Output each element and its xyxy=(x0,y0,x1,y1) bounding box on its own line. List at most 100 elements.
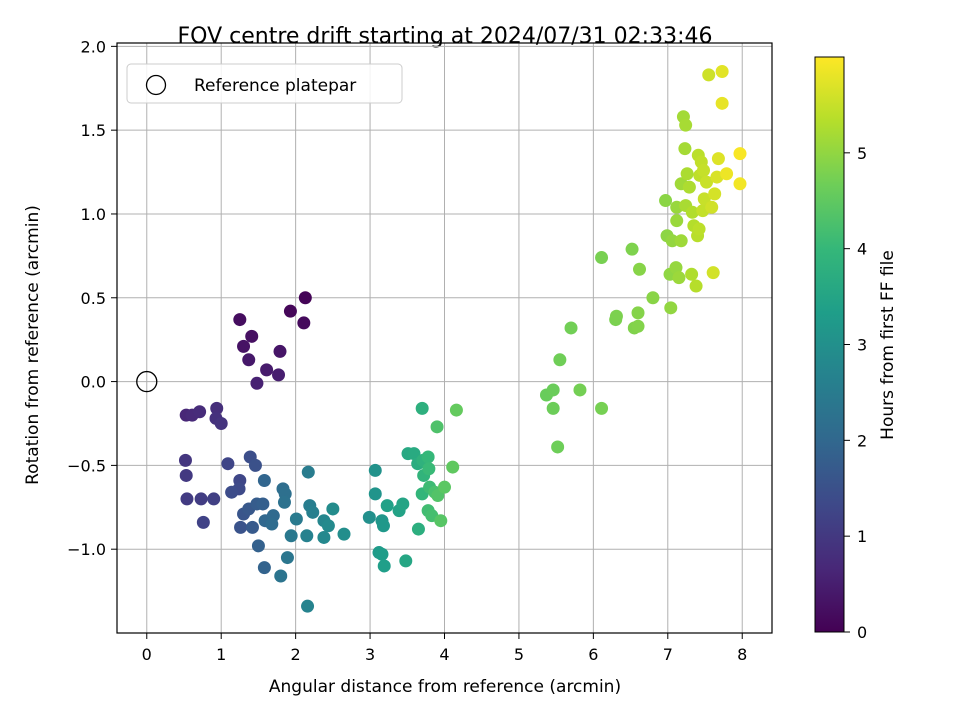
y-tick-label: 1.0 xyxy=(81,205,106,224)
data-point xyxy=(257,473,271,487)
data-point xyxy=(300,529,314,543)
data-point xyxy=(682,180,696,194)
data-point xyxy=(697,163,711,177)
y-axis-label: Rotation from reference (arcmin) xyxy=(23,205,43,485)
data-point xyxy=(415,401,429,415)
data-point xyxy=(421,450,435,464)
legend-box xyxy=(126,63,403,104)
data-point xyxy=(221,457,235,471)
x-tick-label: 7 xyxy=(663,645,673,664)
data-point xyxy=(251,539,265,553)
data-point xyxy=(234,520,248,534)
data-point xyxy=(702,68,716,82)
data-point xyxy=(337,527,351,541)
reference-marker xyxy=(136,370,158,393)
data-point xyxy=(711,152,725,166)
data-point xyxy=(214,416,228,430)
data-point xyxy=(595,251,609,265)
data-point xyxy=(733,147,747,161)
data-point xyxy=(438,480,451,494)
data-point xyxy=(260,363,274,377)
colorbar-ticks: 0 1 2 3 4 5 xyxy=(844,144,867,642)
data-point xyxy=(272,368,286,382)
data-point xyxy=(553,353,567,367)
colorbar-label: Hours from first FF file xyxy=(878,250,898,440)
data-point xyxy=(700,175,713,189)
x-tick-label: 6 xyxy=(588,645,598,664)
colorbar-tick-label: 0 xyxy=(857,623,867,642)
data-point xyxy=(273,344,287,358)
y-tick-label: −1.0 xyxy=(67,540,106,559)
data-point xyxy=(250,376,264,390)
data-point xyxy=(180,492,194,506)
data-point xyxy=(546,383,560,397)
data-point xyxy=(265,517,279,531)
data-point xyxy=(210,401,224,415)
data-point xyxy=(178,453,192,467)
x-tick-label: 5 xyxy=(514,645,524,664)
grid-lines xyxy=(117,43,772,633)
y-tick-label: 0.5 xyxy=(81,289,106,308)
data-point xyxy=(715,96,729,110)
data-point xyxy=(733,177,747,191)
data-point xyxy=(446,460,460,474)
colorbar-tick-label: 2 xyxy=(857,431,867,450)
data-point xyxy=(646,291,660,305)
colorbar-tick-label: 5 xyxy=(857,144,867,163)
data-point xyxy=(689,279,703,293)
data-point xyxy=(377,559,391,573)
data-point xyxy=(301,599,315,613)
y-tick-label: 2.0 xyxy=(81,37,106,56)
data-point xyxy=(284,529,298,543)
data-point xyxy=(625,242,639,256)
data-point xyxy=(289,512,303,526)
data-point xyxy=(368,463,382,477)
data-point xyxy=(396,497,410,511)
data-point xyxy=(679,118,693,132)
data-point xyxy=(298,291,312,305)
data-point xyxy=(237,339,251,353)
data-point xyxy=(672,271,686,285)
y-axis-ticks: −1.0 −0.5 0.0 0.5 1.0 1.5 2.0 xyxy=(67,37,117,559)
x-axis-ticks: 0 1 2 3 4 5 6 7 8 xyxy=(142,633,747,664)
x-axis-label: Angular distance from reference (arcmin) xyxy=(269,677,621,697)
data-point xyxy=(242,353,256,367)
data-point xyxy=(407,447,421,461)
data-point xyxy=(595,401,609,415)
x-tick-label: 1 xyxy=(216,645,226,664)
scatter-points xyxy=(178,64,747,613)
data-point xyxy=(573,383,587,397)
reference-point-marker xyxy=(136,370,158,393)
colorbar-tick-label: 3 xyxy=(857,336,867,355)
data-point xyxy=(301,465,315,479)
data-point xyxy=(256,497,270,511)
data-point xyxy=(321,519,335,533)
legend-reference-marker xyxy=(145,74,167,96)
data-point xyxy=(659,194,673,208)
data-point xyxy=(670,214,684,228)
data-point xyxy=(196,515,210,529)
data-point xyxy=(280,551,294,565)
colorbar-tick-label: 1 xyxy=(857,527,867,546)
data-point xyxy=(449,403,463,417)
data-point xyxy=(692,222,706,236)
data-point xyxy=(685,267,699,281)
data-point xyxy=(708,187,722,201)
data-point xyxy=(411,522,425,536)
data-point xyxy=(706,266,720,280)
data-point xyxy=(680,167,694,181)
data-point xyxy=(362,510,376,524)
data-point xyxy=(277,495,291,509)
y-tick-label: 1.5 xyxy=(81,121,106,140)
x-tick-label: 3 xyxy=(365,645,375,664)
data-point xyxy=(274,569,288,583)
data-point xyxy=(193,405,207,419)
data-point xyxy=(665,234,679,248)
data-point xyxy=(705,200,719,214)
x-tick-label: 8 xyxy=(737,645,747,664)
data-point xyxy=(715,64,729,78)
data-point xyxy=(422,462,436,476)
data-point xyxy=(669,261,683,275)
data-point xyxy=(283,304,297,318)
